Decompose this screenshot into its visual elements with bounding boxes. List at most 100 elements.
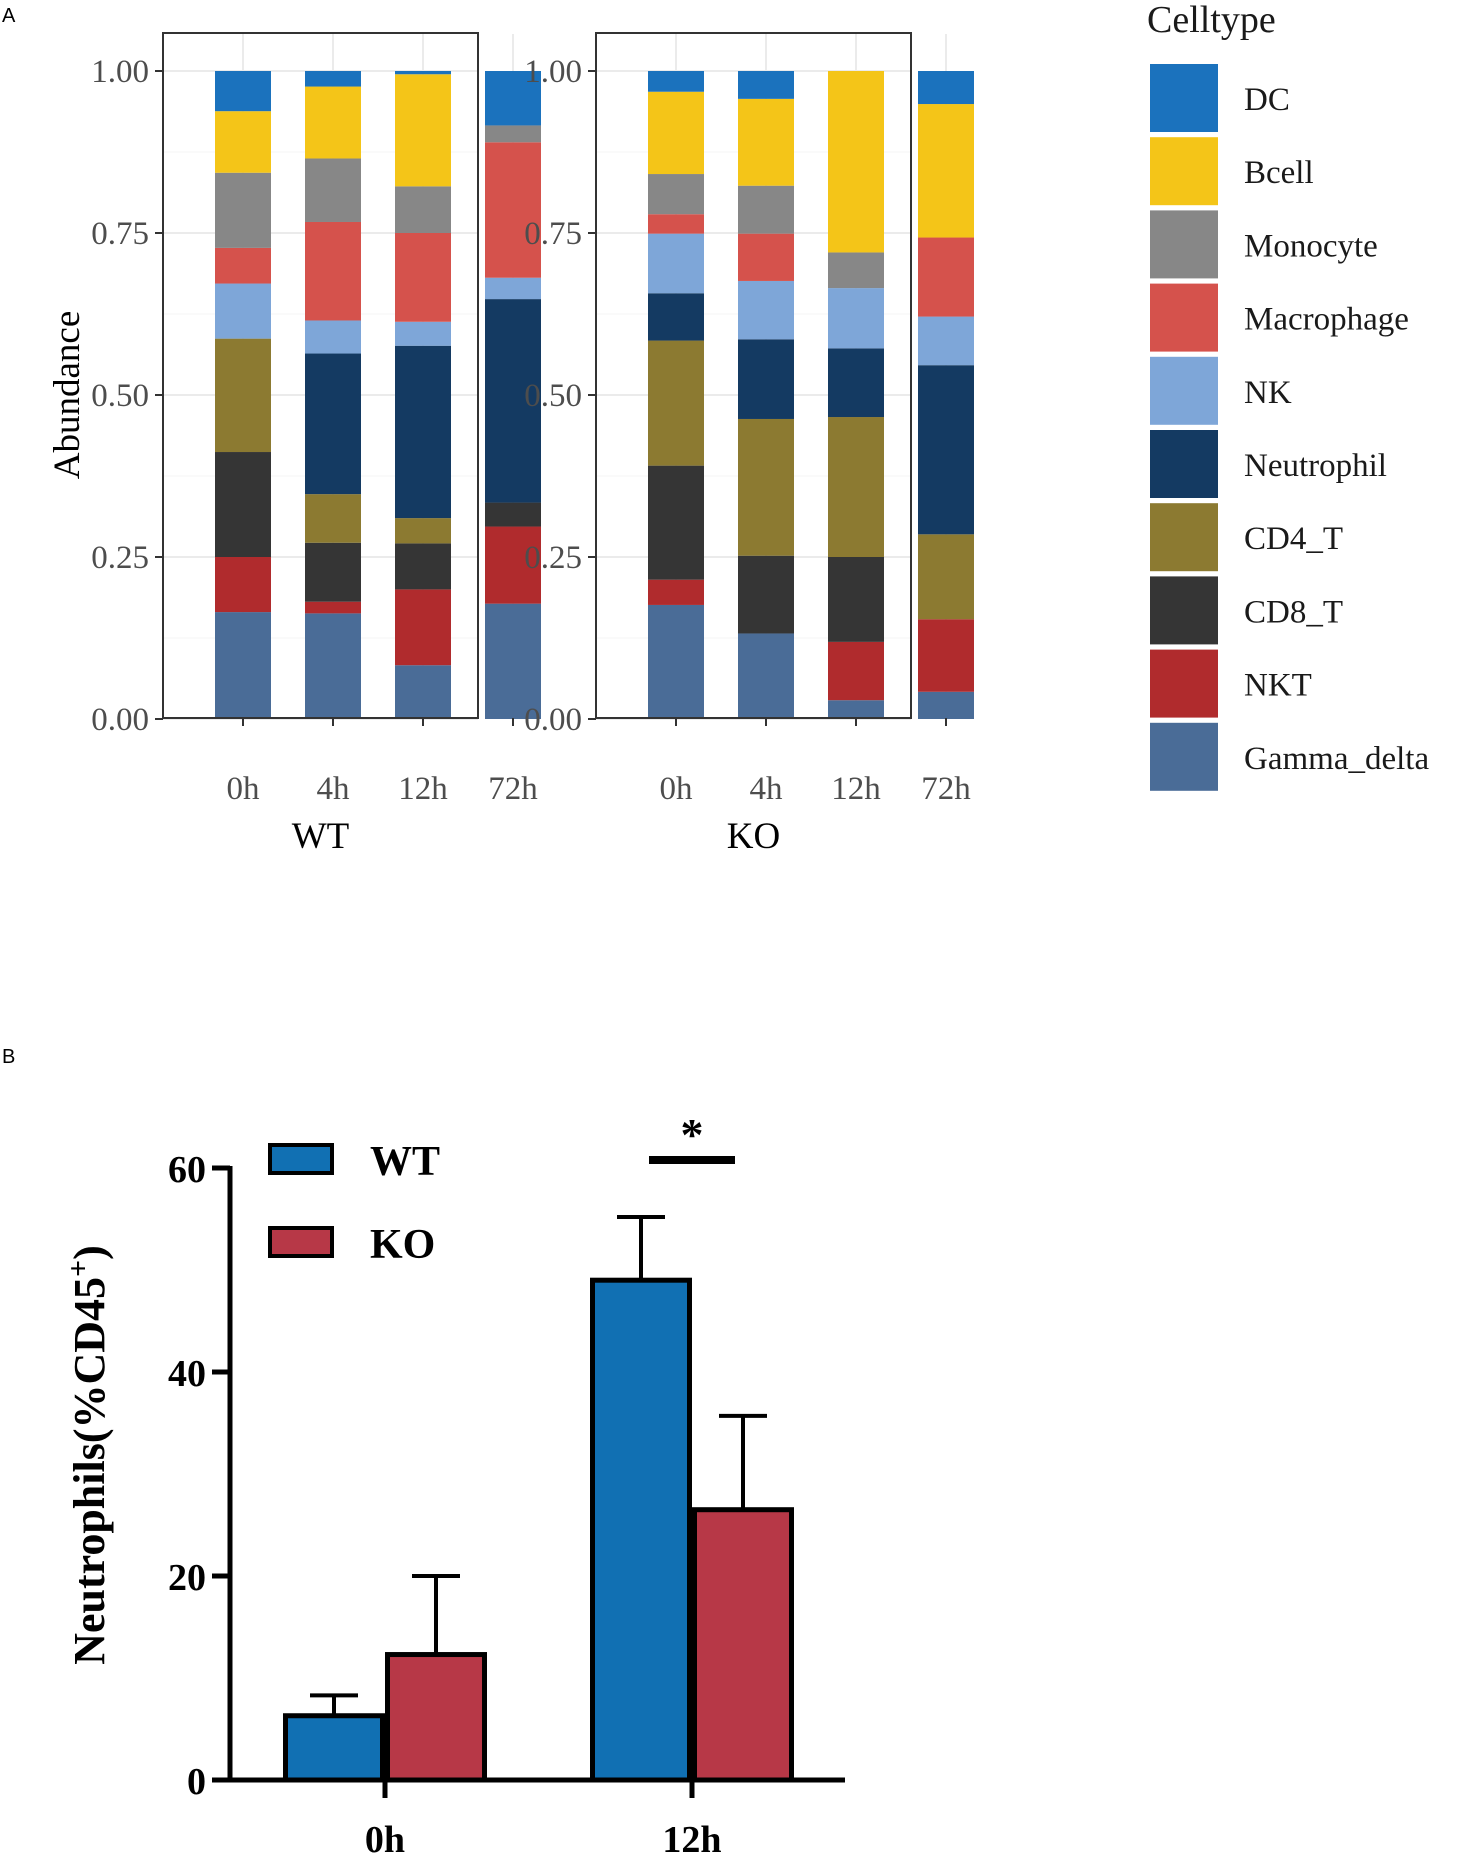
legend-key-neutrophil — [1150, 430, 1218, 498]
bar-segment-wt-72h-nk — [485, 277, 541, 300]
bar-segment-ko-12h-neutrophil — [828, 348, 884, 418]
legend-key-nk — [1150, 356, 1218, 425]
bar-segment-ko-4h-neutrophil — [738, 339, 794, 419]
bar-segment-wt-12h-nk — [395, 321, 451, 346]
legend-key-gamma-delta — [1150, 722, 1218, 791]
x-tick-label-wt-0h: 0h — [227, 771, 261, 807]
x-tick-label-wt-72h: 72h — [488, 771, 538, 807]
y-axis-title-b: Neutrophils(%CD45+) — [62, 1245, 114, 1665]
bar-segment-ko-4h-bcell — [738, 98, 794, 186]
panel-border-wt — [162, 32, 479, 719]
y-axis-title-b-main: Neutrophils(%CD45 — [65, 1277, 114, 1665]
legend-label-macrophage: Macrophage — [1244, 302, 1409, 338]
bar-segment-ko-4h-gamma-delta — [738, 633, 794, 719]
y-tick-label-b-20: 20 — [168, 1557, 206, 1599]
bar-segment-ko-72h-gamma-delta — [918, 691, 974, 719]
bar-segment-ko-12h-cd4-t — [828, 417, 884, 557]
y-tick-label-wt: 0.50 — [91, 378, 149, 414]
bar-segment-ko-0h-nk — [648, 233, 704, 294]
celltype-legend: Celltype DC Bcell Monocyte Macrophage NK Neutr… — [1147, 0, 1429, 791]
legend-key-macrophage — [1150, 283, 1218, 352]
y-tick-label-wt: 0.00 — [91, 702, 149, 738]
legend-label-dc: DC — [1244, 82, 1290, 118]
legend-key-b-ko — [268, 1226, 334, 1258]
bar-segment-wt-72h-nkt — [485, 526, 541, 604]
bar-segment-wt-0h-gamma-delta — [215, 612, 271, 719]
bar-segment-ko-4h-dc — [738, 71, 794, 99]
bar-ko-0h — [385, 1652, 487, 1783]
x-tick-label-wt-12h: 12h — [398, 771, 448, 807]
legend-label-b-wt: WT — [370, 1139, 440, 1185]
x-tick-label-ko-0h: 0h — [660, 771, 694, 807]
bar-wt-0h — [283, 1713, 385, 1783]
bar-segment-wt-0h-monocyte — [215, 172, 271, 248]
x-tick-label-ko-4h: 4h — [750, 771, 784, 807]
y-tick-label-b-60: 60 — [168, 1149, 206, 1191]
legend-key-nkt — [1150, 649, 1218, 718]
bar-segment-wt-0h-nk — [215, 283, 271, 339]
bar-segment-wt-12h-neutrophil — [395, 345, 451, 519]
y-tick-label-wt: 0.75 — [91, 216, 149, 252]
bar-segment-ko-4h-cd4-t — [738, 418, 794, 556]
bar-segment-wt-12h-dc — [395, 71, 451, 75]
bar-segment-wt-72h-monocyte — [485, 125, 541, 143]
bar-segment-wt-0h-bcell — [215, 111, 271, 173]
bar-segment-wt-12h-cd8-t — [395, 543, 451, 590]
y-tick-label-wt: 1.00 — [91, 54, 149, 90]
legend-label-cd8-t: CD8_T — [1244, 594, 1343, 630]
stacked-bar-panel-a: 0h 4h 12h 72h 0.00 0.25 0.50 0.75 1.00 WT 0h 4h 12h 7… — [47, 32, 974, 857]
bar-segment-wt-4h-cd4-t — [305, 494, 361, 543]
legend-label-nkt: NKT — [1244, 668, 1312, 704]
bar-segment-ko-12h-monocyte — [828, 252, 884, 289]
y-axis-title-b-close: ) — [65, 1245, 114, 1260]
y-axis-title-b-superscript: + — [62, 1260, 95, 1277]
legend-key-b-wt — [268, 1143, 334, 1175]
bar-segment-wt-0h-dc — [215, 71, 271, 112]
legend-title: Celltype — [1147, 0, 1276, 41]
bar-segment-ko-72h-neutrophil — [918, 365, 974, 535]
bar-segment-wt-4h-monocyte — [305, 158, 361, 222]
bar-segment-wt-72h-cd8-t — [485, 502, 541, 527]
bar-segment-wt-12h-nkt — [395, 589, 451, 666]
x-tick-label-ko-12h: 12h — [831, 771, 881, 807]
bar-segment-wt-72h-gamma-delta — [485, 603, 541, 719]
legend-label-nk: NK — [1244, 375, 1292, 411]
legend-label-neutrophil: Neutrophil — [1244, 448, 1387, 484]
bar-segment-wt-0h-macrophage — [215, 247, 271, 284]
y-tick-label-ko: 1.00 — [524, 54, 582, 90]
bar-segment-wt-12h-macrophage — [395, 233, 451, 322]
legend-key-cd4-t — [1150, 503, 1218, 572]
facet-label-wt: WT — [292, 816, 350, 857]
bar-segment-wt-4h-dc — [305, 71, 361, 87]
bar-segment-ko-4h-monocyte — [738, 185, 794, 234]
y-tick-label-ko: 0.00 — [524, 702, 582, 738]
bar-segment-ko-72h-nkt — [918, 619, 974, 692]
legend-key-bcell — [1150, 137, 1218, 206]
bar-segment-wt-72h-neutrophil — [485, 299, 541, 503]
bar-segment-ko-72h-macrophage — [918, 237, 974, 317]
bar-segment-wt-0h-cd4-t — [215, 338, 271, 453]
bar-segment-wt-4h-nkt — [305, 601, 361, 614]
bar-segment-ko-0h-monocyte — [648, 174, 704, 215]
significance-star: * — [681, 1109, 704, 1160]
legend-key-dc — [1150, 64, 1218, 132]
y-tick-label-b-40: 40 — [168, 1353, 206, 1395]
bar-segment-ko-12h-nkt — [828, 641, 884, 701]
bar-segment-ko-12h-nk — [828, 288, 884, 349]
panel-border-ko — [595, 32, 912, 719]
legend-label-b-ko: KO — [370, 1222, 435, 1268]
bar-segment-ko-72h-bcell — [918, 104, 974, 238]
x-tick-label-ko-72h: 72h — [921, 771, 971, 807]
legend-label-monocyte: Monocyte — [1244, 228, 1378, 264]
y-tick-label-wt: 0.25 — [91, 540, 149, 576]
y-tick-label-ko: 0.50 — [524, 378, 582, 414]
bar-segment-ko-0h-gamma-delta — [648, 604, 704, 719]
bar-segment-ko-0h-macrophage — [648, 214, 704, 234]
x-tick-label-b-0h: 0h — [365, 1819, 405, 1861]
bar-segment-wt-4h-gamma-delta — [305, 613, 361, 719]
bar-segment-ko-4h-cd8-t — [738, 555, 794, 634]
panel-label-a: A — [2, 5, 16, 27]
bar-segment-ko-12h-gamma-delta — [828, 700, 884, 719]
bar-segment-ko-12h-cd8-t — [828, 557, 884, 642]
bar-segment-ko-4h-nk — [738, 280, 794, 340]
